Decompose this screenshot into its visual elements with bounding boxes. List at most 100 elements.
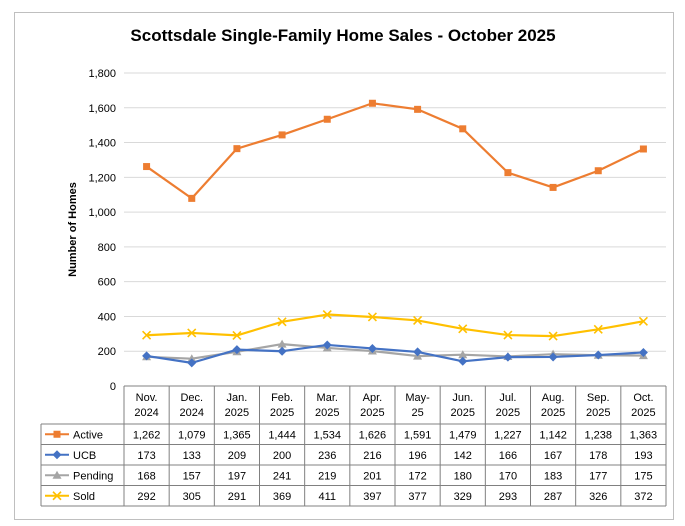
- data-point-ucb: [548, 352, 558, 362]
- data-label: 219: [318, 470, 336, 482]
- x-tick-label: Jan.: [227, 392, 248, 404]
- x-tick-label: Sep.: [587, 392, 610, 404]
- x-tick-label: May-: [405, 392, 430, 404]
- data-label: 196: [408, 450, 426, 462]
- y-tick-label: 1,200: [88, 172, 116, 184]
- data-point-sold: [638, 316, 648, 326]
- series-line-active: [145, 102, 644, 200]
- data-label: 377: [408, 491, 426, 503]
- data-point-active: [233, 145, 241, 153]
- x-tick-label: 2025: [631, 407, 655, 419]
- data-label: 292: [137, 491, 155, 503]
- x-tick-label: 25: [411, 407, 423, 419]
- y-tick-label: 1,800: [88, 68, 116, 80]
- data-point-sold: [593, 324, 603, 334]
- x-tick-label: Mar.: [317, 392, 338, 404]
- data-label: 166: [499, 450, 517, 462]
- data-table: Nov. 2024 Dec. 2024 Jan. 2025 Feb. 2025 Mar. 2025…: [40, 385, 667, 507]
- data-label: 201: [363, 470, 381, 482]
- table-row-pending: Pending 168 157 197 241 219 201 172 180 170 183 177…: [45, 470, 653, 482]
- data-point-active: [639, 145, 647, 153]
- data-point-ucb: [367, 343, 377, 353]
- data-label: 133: [183, 450, 201, 462]
- data-label: 293: [499, 491, 517, 503]
- data-point-ucb: [638, 347, 648, 357]
- y-axis-label: Number of Homes: [67, 182, 79, 277]
- legend-marker-sold: [52, 491, 62, 501]
- data-label: 372: [634, 491, 652, 503]
- data-label: 216: [363, 450, 381, 462]
- data-label: 1,262: [133, 429, 161, 441]
- x-tick-label: Jun.: [452, 392, 473, 404]
- data-point-active: [278, 131, 286, 139]
- data-label: 142: [454, 450, 472, 462]
- data-point-active: [368, 99, 376, 107]
- data-label: 172: [408, 470, 426, 482]
- data-label: 1,079: [178, 429, 206, 441]
- data-point-active: [549, 183, 557, 191]
- data-label: 1,591: [404, 429, 432, 441]
- data-point-sold: [187, 328, 197, 338]
- table-row-ucb: UCB 173 133 209 200 236 216 196 142 166 167 178 193: [45, 450, 653, 462]
- table-row-sold: Sold 292 305 291 369 411 397 377 329 293 287 326 372: [45, 491, 653, 503]
- data-label: 170: [499, 470, 517, 482]
- data-label: 411: [318, 491, 336, 503]
- x-tick-label: 2025: [225, 407, 249, 419]
- table-row-active: Active 1,262 1,079 1,365 1,444 1,534 1,626 1,59…: [45, 429, 657, 441]
- data-label: 369: [273, 491, 291, 503]
- data-point-ucb: [593, 350, 603, 360]
- data-point-ucb: [413, 347, 423, 357]
- x-tick-label: 2025: [586, 407, 610, 419]
- data-label: 236: [318, 450, 336, 462]
- data-point-ucb: [322, 340, 332, 350]
- x-tick-label: Aug.: [542, 392, 565, 404]
- x-tick-label: 2024: [134, 407, 158, 419]
- data-label: 175: [634, 470, 652, 482]
- data-label: 167: [544, 450, 562, 462]
- data-label: 180: [454, 470, 472, 482]
- x-tick-label: Apr.: [363, 392, 383, 404]
- data-point-sold: [548, 331, 558, 341]
- data-label: 168: [137, 470, 155, 482]
- legend-label: UCB: [73, 450, 96, 462]
- legend-marker-pending: [52, 470, 62, 479]
- data-point-sold: [232, 330, 242, 340]
- y-tick-label: 1,600: [88, 103, 116, 115]
- chart-title: Scottsdale Single-Family Home Sales - Oc…: [130, 26, 556, 45]
- data-point-active: [594, 167, 602, 175]
- series-line-ucb: [146, 343, 644, 364]
- x-tick-label: 2025: [360, 407, 384, 419]
- data-point-sold: [277, 317, 287, 327]
- data-label: 178: [589, 450, 607, 462]
- series-active: [143, 99, 647, 202]
- y-tick-label: 1,400: [88, 138, 116, 150]
- data-label: 291: [228, 491, 246, 503]
- data-label: 173: [137, 450, 155, 462]
- legend-marker-ucb: [52, 450, 62, 460]
- data-point-pending: [277, 339, 287, 348]
- data-label: 200: [273, 450, 291, 462]
- legend-marker-active: [53, 430, 61, 438]
- data-point-active: [459, 125, 467, 133]
- x-tick-label: Nov.: [136, 392, 158, 404]
- y-tick-label: 800: [98, 242, 116, 254]
- data-point-active: [414, 105, 422, 113]
- data-point-sold: [458, 324, 468, 334]
- x-tick-label: 2025: [541, 407, 565, 419]
- series-sold: [142, 309, 648, 341]
- data-point-ucb: [142, 351, 152, 361]
- data-label: 1,238: [584, 429, 612, 441]
- data-point-sold: [413, 315, 423, 326]
- data-label: 1,626: [359, 429, 387, 441]
- x-tick-label: Dec.: [180, 392, 203, 404]
- x-tick-label: 2025: [315, 407, 339, 419]
- y-tick-label: 1,000: [88, 207, 116, 219]
- data-label: 209: [228, 450, 246, 462]
- data-point-pending: [187, 354, 197, 363]
- data-label: 197: [228, 470, 246, 482]
- data-point-pending: [458, 350, 468, 359]
- data-point-sold: [142, 330, 152, 340]
- data-label: 329: [454, 491, 472, 503]
- data-label: 305: [183, 491, 201, 503]
